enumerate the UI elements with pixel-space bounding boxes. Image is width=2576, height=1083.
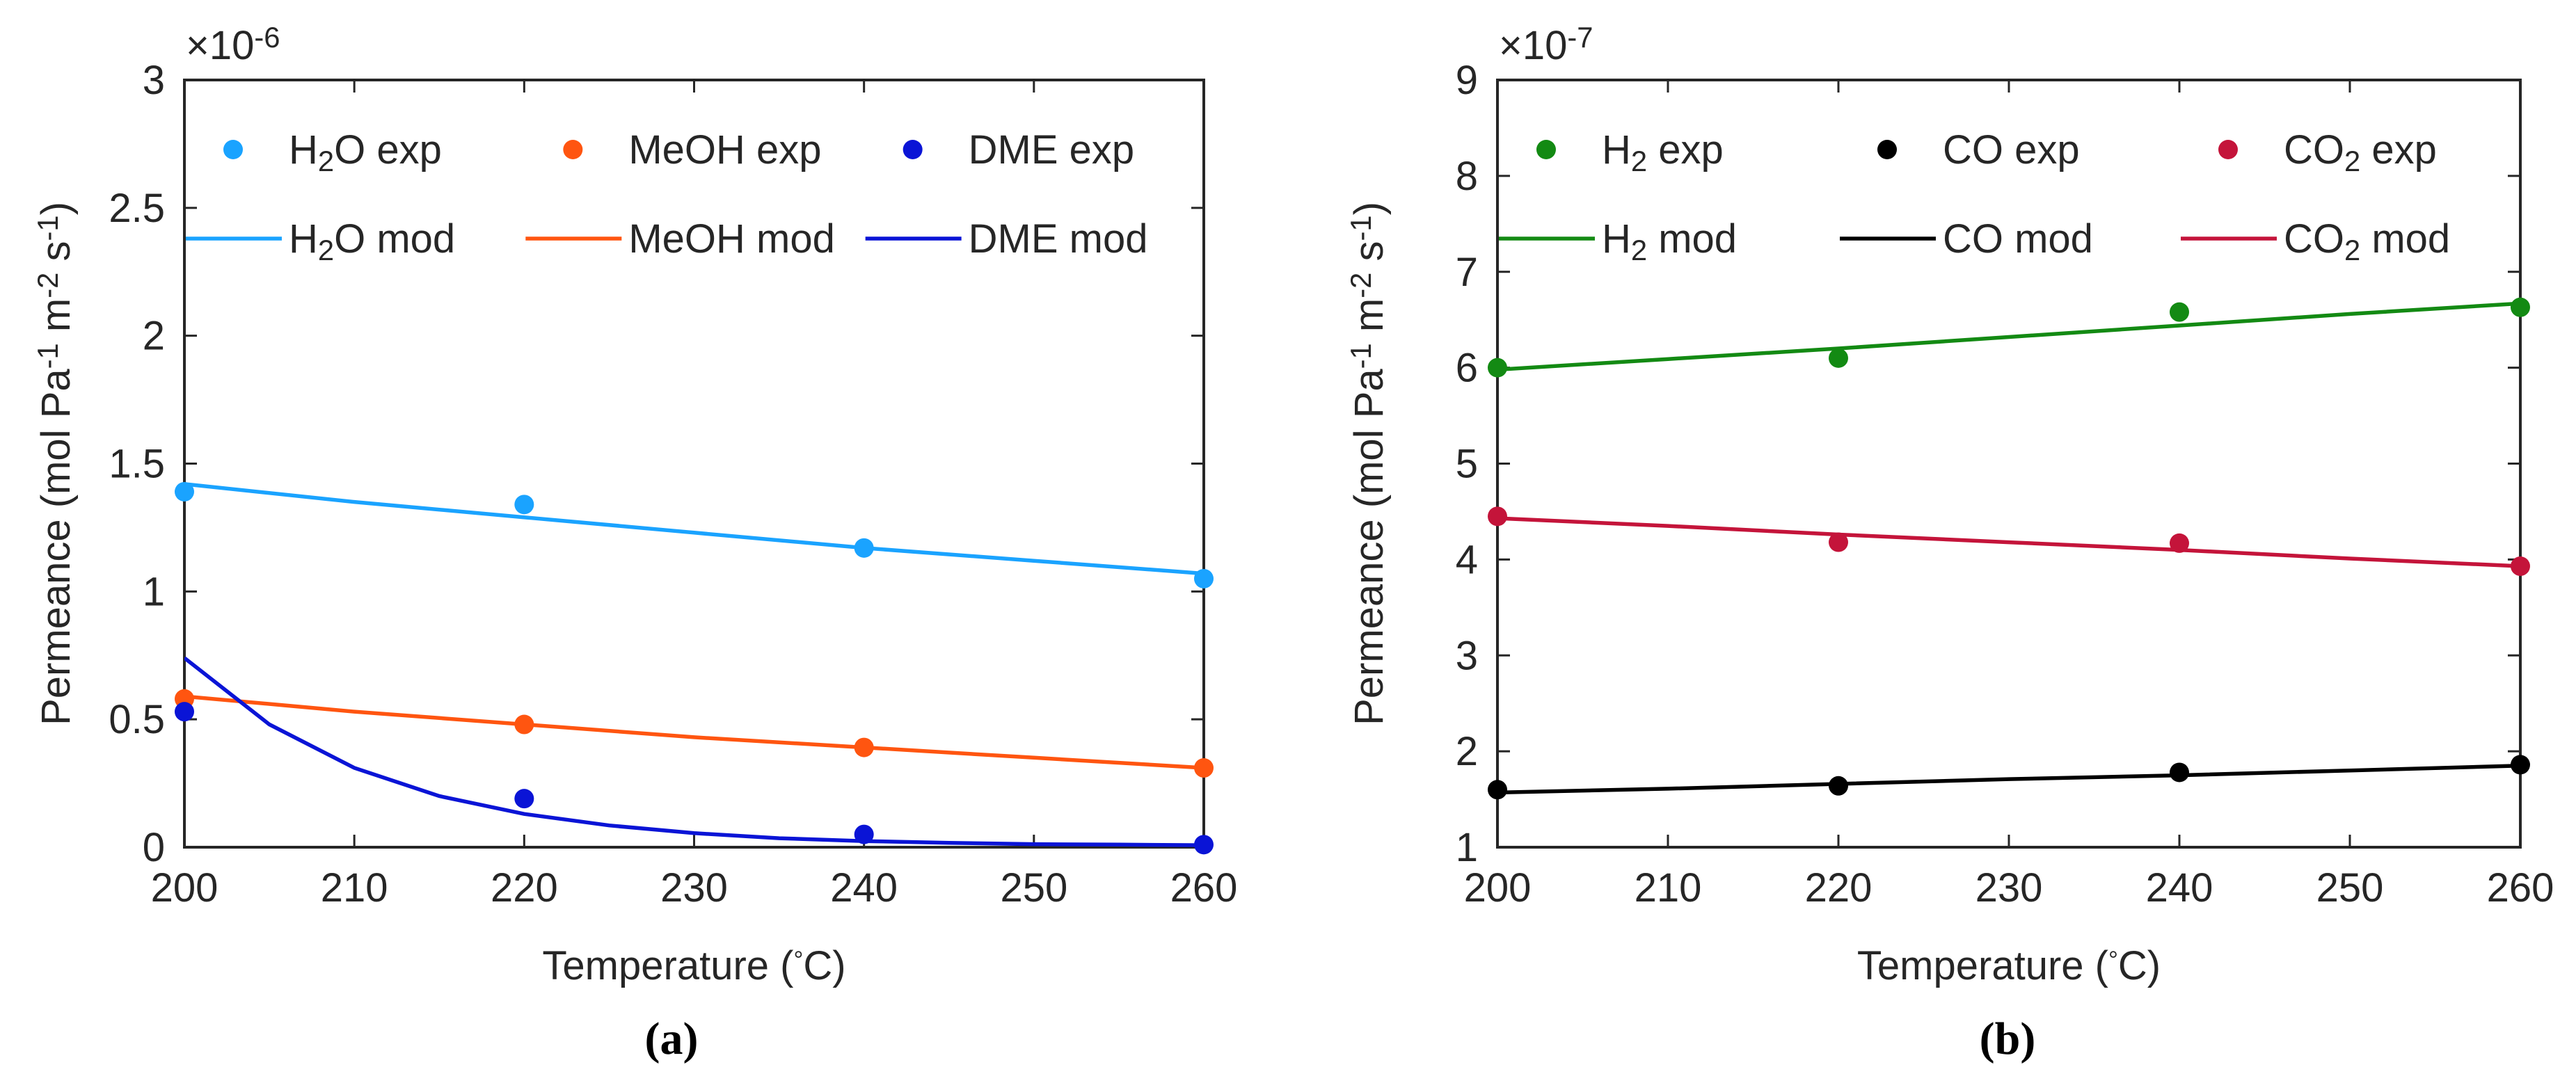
y-tick-label: 4 (1456, 537, 1478, 582)
x-tick-label: 250 (2316, 865, 2384, 910)
legend-label: H2O mod (289, 216, 455, 266)
y-tick-label: 0 (143, 825, 165, 870)
data-point-coexp (1488, 780, 1507, 800)
series-line-homod (184, 482, 1204, 576)
legend-marker (903, 140, 923, 159)
x-tick-label: 240 (2146, 865, 2213, 910)
y-tick-label: 1 (1456, 825, 1478, 870)
plot-frame (1496, 79, 2522, 849)
y-axis-multiplier: ×10-6 (186, 21, 280, 68)
data-point-meohexp (1194, 758, 1214, 778)
legend-marker (2218, 140, 2238, 159)
y-axis-multiplier: ×10-7 (1499, 21, 1593, 68)
x-tick-label: 200 (151, 865, 218, 910)
legend-label: CO2 exp (2284, 127, 2437, 177)
x-tick-label: 230 (1975, 865, 2043, 910)
legend-label: MeOH mod (628, 216, 835, 262)
x-tick-label: 250 (1000, 865, 1067, 910)
legend-label: CO2 mod (2284, 216, 2450, 266)
data-point-hexp (2511, 297, 2530, 317)
panel-label: (b) (1980, 1013, 2036, 1064)
legend-label: H2O exp (289, 127, 442, 177)
data-point-hoexp (1194, 568, 1214, 588)
data-point-coexp (1829, 532, 1848, 552)
data-point-dmeexp (514, 789, 534, 809)
legend-marker (1877, 140, 1897, 159)
legend-label: DME exp (969, 127, 1135, 173)
x-tick-label: 260 (1170, 865, 1238, 910)
x-tick-label: 210 (321, 865, 388, 910)
series-line-comod (1497, 516, 2520, 568)
legend-label: H2 mod (1602, 216, 1737, 266)
panel-label: (a) (645, 1013, 699, 1064)
data-point-coexp (2170, 762, 2189, 783)
y-tick-label: 2 (1456, 729, 1478, 774)
x-tick-label: 220 (491, 865, 558, 910)
data-point-coexp (2511, 755, 2530, 775)
y-tick-label: 2 (143, 314, 165, 359)
x-axis-label: Temperature (°C) (1857, 943, 2161, 988)
data-point-hexp (1829, 348, 1848, 368)
x-tick-label: 220 (1805, 865, 1873, 910)
y-tick-label: 3 (143, 58, 165, 103)
series-line-comod (1497, 764, 2520, 795)
x-tick-label: 240 (830, 865, 898, 910)
y-tick-label: 5 (1456, 442, 1478, 487)
y-tick-label: 3 (1456, 633, 1478, 678)
legend-marker (563, 140, 583, 159)
data-point-meohexp (854, 737, 874, 757)
y-tick-label: 6 (1456, 346, 1478, 391)
chart-panel-2: 200 210 220 230 240 250 260 1 2 3 4 5 6 7 8 9 ×10-7 Tempe… (1344, 21, 2554, 1064)
series-line-hmod (1497, 301, 2520, 372)
data-point-coexp (1829, 776, 1848, 796)
data-point-hexp (1488, 358, 1507, 378)
legend-label: MeOH exp (628, 127, 821, 173)
y-axis-label: Permeance (mol Pa-1 m-2 s-1) (1344, 202, 1392, 725)
y-axis-label: Permeance (mol Pa-1 m-2 s-1) (31, 202, 79, 725)
y-tick-label: 1.5 (109, 442, 165, 487)
legend-marker (223, 140, 243, 159)
data-point-dmeexp (175, 702, 194, 722)
x-axis-label: Temperature (°C) (542, 943, 845, 988)
x-tick-label: 200 (1464, 865, 1532, 910)
legend-label: CO mod (1943, 216, 2093, 262)
data-point-coexp (2511, 556, 2530, 577)
data-point-hexp (2170, 302, 2189, 322)
y-tick-label: 1 (143, 569, 165, 614)
plot-frame (183, 79, 1205, 849)
legend-marker (1536, 140, 1556, 159)
data-point-dmeexp (854, 824, 874, 844)
y-tick-label: 0.5 (109, 697, 165, 742)
x-tick-label: 260 (2487, 865, 2554, 910)
y-tick-label: 9 (1456, 58, 1478, 103)
data-point-hoexp (175, 481, 194, 502)
legend-label: DME mod (969, 216, 1148, 262)
x-tick-label: 230 (660, 865, 728, 910)
data-point-hoexp (514, 495, 534, 515)
chart-panel-1: 200 210 220 230 240 250 260 0 0.5 1 1.5 2 2.5 3 ×10-6 T… (31, 21, 1237, 1064)
series-line-meohmod (184, 694, 1204, 770)
x-tick-label: 210 (1635, 865, 1702, 910)
data-point-coexp (2170, 533, 2189, 553)
data-point-coexp (1488, 506, 1507, 527)
y-tick-label: 2.5 (109, 186, 165, 231)
series-line-dmemod (184, 656, 1204, 847)
data-point-hoexp (854, 538, 874, 558)
legend-label: H2 exp (1602, 127, 1724, 177)
y-tick-label: 8 (1456, 154, 1478, 199)
data-point-meohexp (514, 714, 534, 735)
data-point-dmeexp (1194, 835, 1214, 855)
legend-label: CO exp (1943, 127, 2080, 173)
y-tick-label: 7 (1456, 250, 1478, 295)
